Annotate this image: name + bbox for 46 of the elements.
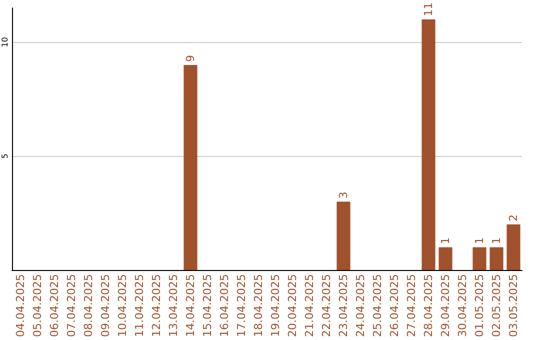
x-tick-label: 03.05.2025 (507, 274, 520, 337)
x-tick-label: 02.05.2025 (490, 274, 503, 337)
x-tick-label: 09.04.2025 (99, 274, 112, 337)
data-label: 3 (337, 192, 350, 199)
x-tick-label: 07.04.2025 (65, 274, 78, 337)
x-tick-label: 28.04.2025 (422, 274, 435, 337)
x-tick-label: 08.04.2025 (82, 274, 95, 337)
x-tick-label: 11.04.2025 (133, 274, 146, 337)
bar (336, 202, 350, 270)
x-tick-label: 25.04.2025 (371, 274, 384, 337)
y-tick-label: 10 (0, 37, 10, 48)
bar (490, 247, 504, 270)
x-tick-label: 22.04.2025 (320, 274, 333, 337)
x-tick-label: 23.04.2025 (337, 274, 350, 337)
x-tick-label: 29.04.2025 (439, 274, 452, 337)
data-label: 11 (422, 2, 435, 16)
x-tick-label: 01.05.2025 (473, 274, 486, 337)
data-label: 9 (184, 54, 197, 62)
data-label: 1 (490, 237, 503, 244)
bar (422, 19, 436, 270)
data-label: 1 (439, 237, 452, 244)
x-tick-label: 04.04.2025 (14, 274, 27, 337)
bar (506, 224, 520, 270)
x-tick-label: 21.04.2025 (303, 274, 316, 337)
data-label: 1 (473, 237, 486, 244)
x-tick-label: 16.04.2025 (218, 274, 231, 337)
x-tick-label: 24.04.2025 (354, 274, 367, 337)
bar (438, 247, 452, 270)
x-tick-label: 18.04.2025 (252, 274, 265, 337)
x-tick-label: 05.04.2025 (31, 274, 44, 337)
y-tick-label: 5 (0, 154, 10, 159)
x-tick-label: 14.04.2025 (184, 274, 197, 337)
x-tick-label: 12.04.2025 (150, 274, 163, 337)
x-tick-label: 30.04.2025 (456, 274, 469, 337)
x-tick-label: 10.04.2025 (116, 274, 129, 337)
x-tick-label: 26.04.2025 (388, 274, 401, 337)
bar (184, 64, 198, 270)
bar (472, 247, 486, 270)
x-tick-label: 20.04.2025 (286, 274, 299, 337)
x-tick-label: 13.04.2025 (167, 274, 180, 337)
data-label: 2 (507, 214, 520, 222)
x-tick-label: 17.04.2025 (235, 274, 248, 337)
x-tick-label: 15.04.2025 (201, 274, 214, 337)
x-tick-label: 06.04.2025 (48, 274, 61, 337)
x-tick-label: 27.04.2025 (405, 274, 418, 337)
x-tick-label: 19.04.2025 (269, 274, 282, 337)
